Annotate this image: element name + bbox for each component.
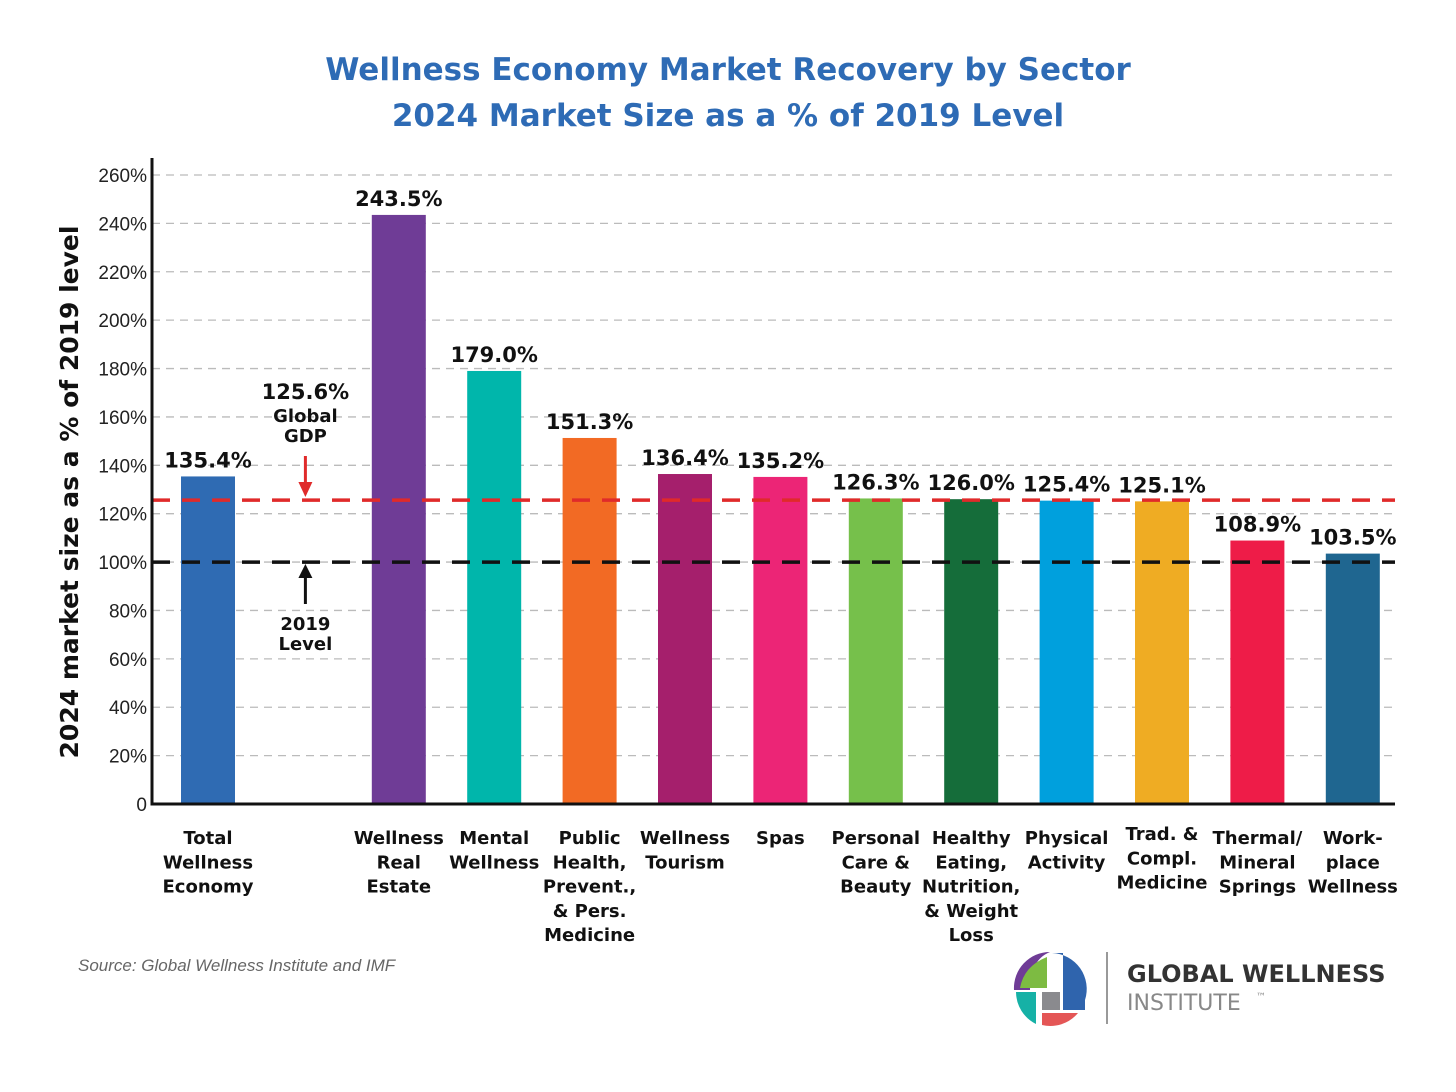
x-tick-label: Spas bbox=[756, 828, 805, 849]
bar bbox=[1039, 500, 1094, 804]
y-tick-label: 240% bbox=[98, 214, 147, 235]
bar bbox=[848, 498, 903, 804]
bar bbox=[1325, 553, 1380, 804]
bar bbox=[1135, 501, 1189, 804]
chart-title: Wellness Economy Market Recovery by Sect… bbox=[325, 52, 1131, 88]
x-tick-label: Personal Care & Beauty bbox=[832, 828, 921, 898]
bar bbox=[371, 214, 426, 805]
data-label: 125.1% bbox=[1118, 473, 1205, 497]
y-tick-label: 0 bbox=[136, 795, 147, 816]
data-label: 136.4% bbox=[641, 446, 728, 470]
data-label: 108.9% bbox=[1214, 513, 1301, 537]
bar bbox=[467, 370, 522, 804]
y-tick-label: 60% bbox=[109, 650, 147, 671]
bar bbox=[658, 474, 712, 804]
x-tick-label: Physical Activity bbox=[1025, 828, 1109, 873]
source-note: Source: Global Wellness Institute and IM… bbox=[78, 956, 397, 975]
arrow-head-icon bbox=[298, 564, 313, 578]
x-tick-label: Public Health, Prevent., & Pers. Medicine bbox=[543, 828, 636, 946]
bar bbox=[181, 476, 235, 804]
data-label: 179.0% bbox=[450, 343, 537, 367]
y-tick-label: 80% bbox=[109, 601, 147, 622]
logo-mark bbox=[1013, 951, 1087, 1026]
y-tick-label: 260% bbox=[98, 166, 147, 187]
y-tick-label: 140% bbox=[98, 456, 147, 477]
x-tick-label: Wellness Real Estate bbox=[354, 828, 444, 898]
chart-subtitle: 2024 Market Size as a % of 2019 Level bbox=[392, 98, 1064, 134]
arrow-head-icon bbox=[298, 482, 313, 497]
y-tick-label: 220% bbox=[98, 263, 147, 284]
data-label: 126.0% bbox=[927, 471, 1014, 495]
data-label: 135.4% bbox=[164, 448, 251, 472]
bar bbox=[944, 499, 999, 804]
data-label: 243.5% bbox=[355, 187, 442, 211]
data-label: 125.4% bbox=[1023, 473, 1110, 497]
logo-line1: GLOBAL WELLNESS bbox=[1127, 960, 1385, 988]
reference-label: Global GDP bbox=[273, 406, 338, 447]
data-label: 126.3% bbox=[832, 470, 919, 494]
y-tick-label: 160% bbox=[98, 408, 147, 429]
bar bbox=[753, 476, 808, 804]
x-tick-label: Trad. & Compl. Medicine bbox=[1116, 824, 1207, 894]
data-label: 135.2% bbox=[737, 449, 824, 473]
logo: GLOBAL WELLNESS INSTITUTE ™ bbox=[1013, 951, 1385, 1026]
y-tick-label: 120% bbox=[98, 505, 147, 526]
data-label: 103.5% bbox=[1309, 526, 1396, 550]
data-label: 151.3% bbox=[546, 410, 633, 434]
reference-label: 2019 Level bbox=[279, 614, 333, 655]
logo-divider bbox=[1106, 952, 1108, 1024]
y-tick-label: 40% bbox=[109, 698, 147, 719]
y-axis-label: 2024 market size as a % of 2019 level bbox=[55, 226, 84, 759]
y-tick-label: 100% bbox=[98, 553, 147, 574]
y-tick-label: 20% bbox=[109, 747, 147, 768]
y-tick-label: 200% bbox=[98, 311, 147, 332]
x-tick-label: Wellness Tourism bbox=[640, 828, 730, 873]
logo-tm: ™ bbox=[1256, 992, 1266, 1003]
logo-line2: INSTITUTE bbox=[1127, 991, 1241, 1016]
x-tick-label: Mental Wellness bbox=[449, 828, 539, 873]
x-tick-label: Thermal/Mineral Springs bbox=[1212, 828, 1302, 898]
bar bbox=[1230, 540, 1285, 804]
x-tick-label: Healthy Eating, Nutrition, & Weight Loss bbox=[922, 828, 1020, 946]
x-tick-label: Total Wellness Economy bbox=[162, 828, 253, 898]
reference-value-label: 125.6% bbox=[262, 380, 349, 404]
y-tick-label: 180% bbox=[98, 360, 147, 381]
x-tick-label: Work-place Wellness bbox=[1308, 828, 1398, 898]
bar bbox=[562, 437, 617, 804]
